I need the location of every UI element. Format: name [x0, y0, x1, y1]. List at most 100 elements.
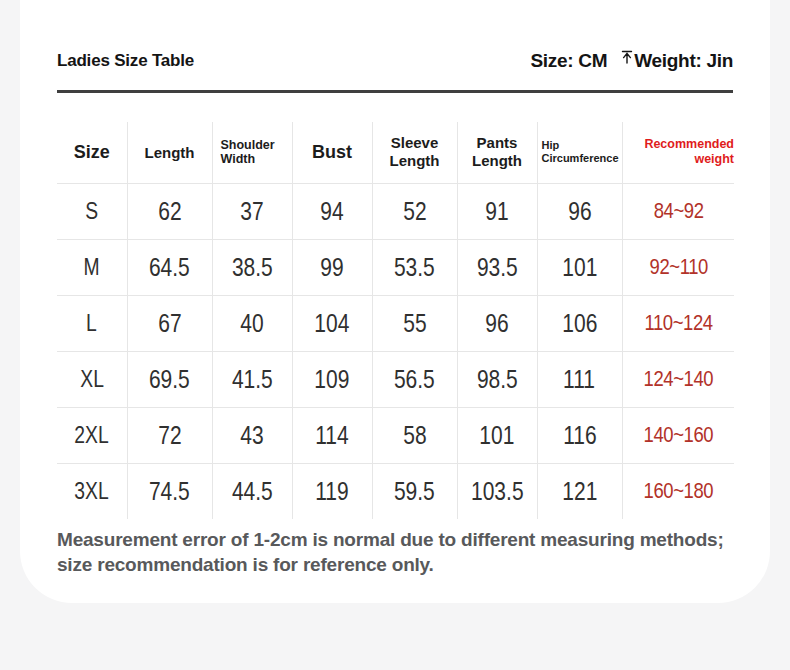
cell-value: 74.5: [149, 477, 190, 506]
cell-value: 55: [403, 309, 426, 338]
value-cell: 114: [292, 407, 372, 463]
column-header-pants-length: Pants Length: [457, 122, 537, 183]
value-cell: 58: [372, 407, 457, 463]
page-title: Ladies Size Table: [57, 49, 194, 73]
weight-unit-label: Weight: Jin: [634, 49, 733, 73]
table-row: 2XL 72 43 114 58 101 116 140~160: [57, 407, 734, 463]
recommended-weight-cell: 160~180: [622, 463, 734, 519]
size-chart-card: Ladies Size Table Size: CM Weight: Jin S…: [20, 0, 770, 603]
table-row: 3XL 74.5 44.5 119 59.5 103.5 121 160~180: [57, 463, 734, 519]
value-cell: 59.5: [372, 463, 457, 519]
cell-value: 43: [240, 421, 263, 450]
value-cell: 96: [457, 295, 537, 351]
value-cell: 74.5: [127, 463, 212, 519]
cell-value: 59.5: [394, 477, 435, 506]
cell-value: 40: [240, 309, 263, 338]
cell-value: 69.5: [149, 365, 190, 394]
value-cell: 72: [127, 407, 212, 463]
value-cell: 52: [372, 183, 457, 239]
size-table-body: S62379452919684~92M64.538.59953.593.5101…: [57, 183, 734, 519]
column-header-size: Size: [57, 122, 127, 183]
value-cell: 53.5: [372, 239, 457, 295]
table-row: XL69.541.510956.598.5111124~140: [57, 351, 734, 407]
cell-value: 116: [563, 421, 596, 450]
cell-value: 44.5: [232, 477, 273, 506]
units-label: Size: CM Weight: Jin: [530, 46, 733, 73]
recommended-weight-cell: 124~140: [622, 351, 734, 407]
column-header-bust: Bust: [292, 122, 372, 183]
value-cell: 109: [292, 351, 372, 407]
cell-value: 58: [403, 421, 426, 450]
cell-value: 98.5: [477, 365, 518, 394]
table-row: M64.538.59953.593.510192~110: [57, 239, 734, 295]
value-cell: 96: [537, 183, 622, 239]
measurement-note: Measurement error of 1-2cm is normal due…: [57, 527, 733, 577]
column-header-recommended-weight: Recommended weight: [622, 122, 734, 183]
cell-value: 94: [320, 197, 343, 226]
value-cell: 43: [212, 407, 292, 463]
cell-value: 56.5: [394, 365, 435, 394]
cell-value: 101: [479, 421, 514, 450]
cell-value: S: [85, 198, 98, 225]
value-cell: 121: [537, 463, 622, 519]
table-row: L67401045596106110~124: [57, 295, 734, 351]
value-cell: 101: [457, 407, 537, 463]
cell-value: 64.5: [149, 253, 190, 282]
column-header-shoulder-width: Shoulder Width: [212, 122, 292, 183]
value-cell: 55: [372, 295, 457, 351]
value-cell: 37: [212, 183, 292, 239]
column-header-length: Length: [127, 122, 212, 183]
cell-value: 53.5: [394, 253, 435, 282]
cell-value: 140~160: [643, 422, 713, 448]
cell-value: 121: [562, 477, 597, 506]
cell-value: 96: [485, 309, 508, 338]
value-cell: 106: [537, 295, 622, 351]
cell-value: 114: [315, 421, 348, 450]
cell-value: 99: [320, 253, 343, 282]
header-divider: [57, 90, 733, 93]
column-header-sleeve-length: Sleeve Length: [372, 122, 457, 183]
recommended-weight-cell: 140~160: [622, 407, 734, 463]
value-cell: 101: [537, 239, 622, 295]
recommended-weight-cell: 92~110: [622, 239, 734, 295]
cell-value: 62: [158, 197, 181, 226]
value-cell: 111: [537, 351, 622, 407]
value-cell: 103.5: [457, 463, 537, 519]
size-table: SizeLengthShoulder WidthBustSleeve Lengt…: [57, 122, 734, 519]
recommended-weight-cell: 110~124: [622, 295, 734, 351]
cell-value: 92~110: [649, 254, 707, 280]
cell-value: 3XL: [75, 478, 109, 505]
value-cell: 116: [537, 407, 622, 463]
cell-value: 41.5: [232, 365, 273, 394]
value-cell: 38.5: [212, 239, 292, 295]
cell-value: 101: [562, 253, 597, 282]
cell-value: 106: [562, 309, 597, 338]
recommended-weight-cell: 84~92: [622, 183, 734, 239]
value-cell: 56.5: [372, 351, 457, 407]
cell-value: 110~124: [644, 310, 712, 336]
value-cell: 91: [457, 183, 537, 239]
cell-value: L: [86, 310, 97, 337]
cell-value: 119: [315, 477, 348, 506]
value-cell: 64.5: [127, 239, 212, 295]
value-cell: 69.5: [127, 351, 212, 407]
value-cell: 119: [292, 463, 372, 519]
size-cell: M: [57, 239, 127, 295]
value-cell: 44.5: [212, 463, 292, 519]
cell-value: 84~92: [653, 198, 703, 224]
cell-value: 109: [314, 365, 349, 394]
size-cell: L: [57, 295, 127, 351]
cell-value: M: [84, 254, 100, 281]
cell-value: 2XL: [75, 422, 109, 449]
cell-value: 72: [158, 421, 181, 450]
value-cell: 40: [212, 295, 292, 351]
value-cell: 98.5: [457, 351, 537, 407]
cell-value: 103.5: [471, 477, 524, 506]
size-cell: 3XL: [57, 463, 127, 519]
size-cell: S: [57, 183, 127, 239]
value-cell: 62: [127, 183, 212, 239]
cell-value: 96: [568, 197, 591, 226]
cell-value: 111: [564, 365, 596, 394]
cell-value: 52: [403, 197, 426, 226]
value-cell: 41.5: [212, 351, 292, 407]
